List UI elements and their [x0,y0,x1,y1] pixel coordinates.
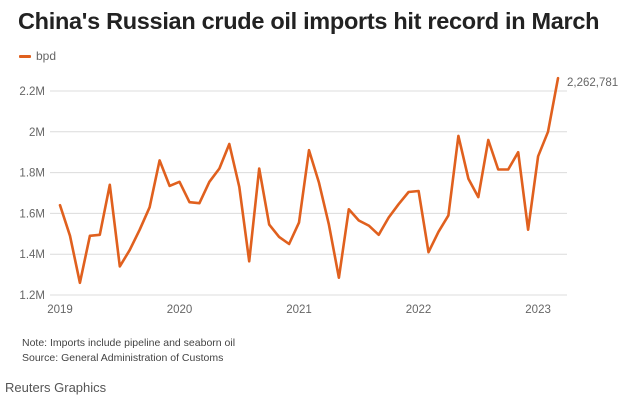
end-value-label: 2,262,781 [567,77,618,89]
x-axis-labels: 2019 2020 2021 2022 2023 [47,304,551,316]
gridlines [50,90,567,296]
series-line-bpd [58,76,560,285]
y-tick-label: 1.8M [19,168,45,180]
y-tick-label: 2M [29,127,45,139]
x-tick-label: 2019 [47,304,73,316]
y-tick-label: 1.2M [19,290,45,302]
legend-swatch-icon [19,54,31,58]
y-tick-label: 1.6M [19,208,45,220]
x-tick-label: 2022 [406,304,432,316]
x-tick-label: 2020 [167,304,193,316]
legend-label: bpd [36,49,57,63]
y-tick-label: 2.2M [19,86,45,98]
footnote: Note: Imports include pipeline and seabo… [22,336,235,366]
chart-title: China's Russian crude oil imports hit re… [18,8,600,34]
y-axis-labels: 1.2M 1.4M 1.6M 1.8M 2M 2.2M [19,86,45,302]
credit-text: Reuters Graphics [5,380,107,395]
x-tick-label: 2021 [286,304,312,316]
x-tick-label: 2023 [525,304,551,316]
y-tick-label: 1.4M [19,249,45,261]
note-text: Note: Imports include pipeline and seabo… [22,337,236,349]
source-text: Source: General Administration of Custom… [22,352,224,364]
legend: bpd [19,49,56,63]
